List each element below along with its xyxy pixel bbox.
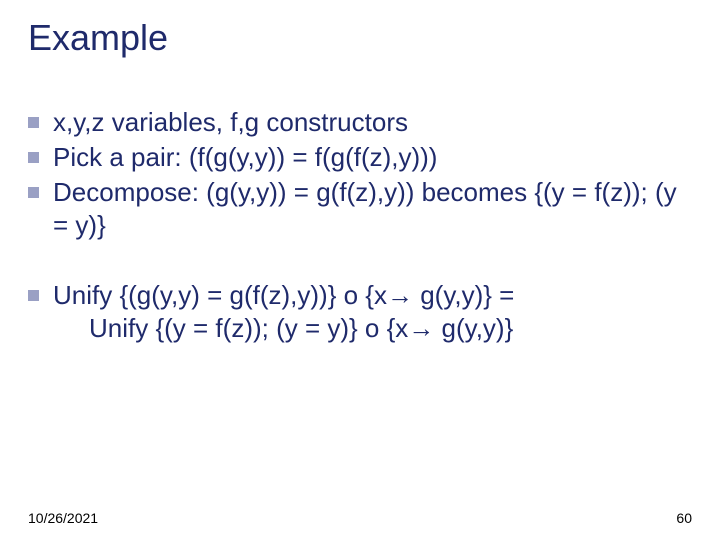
square-bullet-icon — [28, 117, 39, 128]
list-item: Pick a pair: (f(g(y,y)) = f(g(f(z),y))) — [28, 141, 692, 174]
bullet-text: x,y,z variables, f,g constructors — [53, 106, 692, 139]
bullet-text: Decompose: (g(y,y)) = g(f(z),y)) becomes… — [53, 176, 692, 243]
square-bullet-icon — [28, 290, 39, 301]
bullet-text: Unify {(g(y,y) = g(f(z),y))} o {x→ g(y,y… — [53, 279, 692, 346]
footer-date: 10/26/2021 — [28, 510, 98, 526]
list-item: x,y,z variables, f,g constructors — [28, 106, 692, 139]
bullet-group-2: Unify {(g(y,y) = g(f(z),y))} o {x→ g(y,y… — [28, 279, 692, 346]
square-bullet-icon — [28, 187, 39, 198]
bullet-line: Unify {(g(y,y) = g(f(z),y))} o {x→ g(y,y… — [53, 280, 514, 310]
list-item: Decompose: (g(y,y)) = g(f(z),y)) becomes… — [28, 176, 692, 243]
slide-footer: 10/26/2021 60 — [28, 510, 692, 526]
slide-content: x,y,z variables, f,g constructors Pick a… — [28, 106, 692, 346]
footer-page-number: 60 — [676, 510, 692, 526]
square-bullet-icon — [28, 152, 39, 163]
slide: Example x,y,z variables, f,g constructor… — [0, 0, 720, 540]
bullet-text: Pick a pair: (f(g(y,y)) = f(g(f(z),y))) — [53, 141, 692, 174]
bullet-line-indent: Unify {(y = f(z)); (y = y)} o {x→ g(y,y)… — [53, 312, 692, 345]
slide-title: Example — [28, 18, 692, 58]
list-item: Unify {(g(y,y) = g(f(z),y))} o {x→ g(y,y… — [28, 279, 692, 346]
bullet-group-1: x,y,z variables, f,g constructors Pick a… — [28, 106, 692, 243]
